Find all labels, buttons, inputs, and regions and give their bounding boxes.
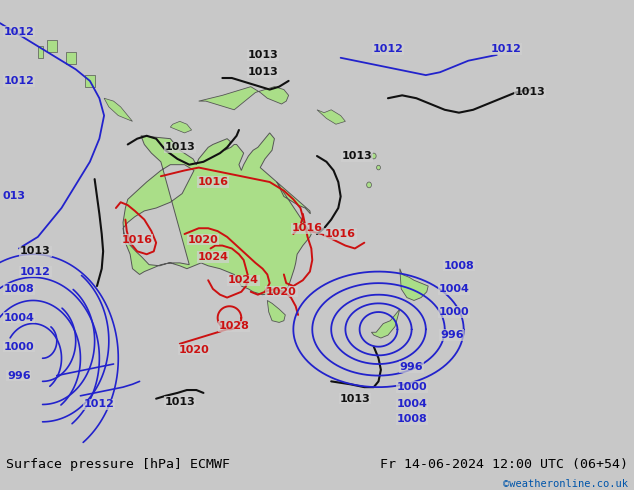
Text: 1013: 1013 [515,87,545,98]
Text: 1020: 1020 [188,235,219,245]
Text: Surface pressure [hPa] ECMWF: Surface pressure [hPa] ECMWF [6,459,230,471]
Polygon shape [123,133,311,294]
Text: 1013: 1013 [20,246,51,256]
Text: 1016: 1016 [325,229,356,239]
Text: 1016: 1016 [292,223,323,233]
Text: 1024: 1024 [197,252,228,262]
Polygon shape [104,98,133,122]
Text: 1020: 1020 [179,344,209,355]
Text: 1012: 1012 [4,76,34,86]
Polygon shape [198,87,288,110]
Text: 1008: 1008 [444,261,474,271]
Circle shape [366,182,372,188]
Circle shape [377,165,380,170]
Text: 1020: 1020 [266,287,297,297]
Polygon shape [85,75,94,87]
Text: 1013: 1013 [247,67,278,77]
Text: 1012: 1012 [4,27,34,37]
Polygon shape [48,41,57,52]
Text: ©weatheronline.co.uk: ©weatheronline.co.uk [503,479,628,489]
Text: 1004: 1004 [4,313,34,323]
Text: 1013: 1013 [339,393,370,404]
Text: 1000: 1000 [4,342,34,352]
Polygon shape [66,52,75,64]
Text: 996: 996 [7,370,30,381]
Text: 1028: 1028 [219,321,250,331]
Polygon shape [268,300,285,322]
Text: 1004: 1004 [439,284,470,294]
Text: 1013: 1013 [164,396,195,407]
Text: 1008: 1008 [396,414,427,424]
Text: 1016: 1016 [197,177,228,187]
Polygon shape [372,309,400,338]
Text: 996: 996 [440,330,463,340]
Text: 013: 013 [3,192,25,201]
Text: Fr 14-06-2024 12:00 UTC (06+54): Fr 14-06-2024 12:00 UTC (06+54) [380,459,628,471]
Text: 1008: 1008 [4,284,34,294]
Text: 996: 996 [400,362,424,372]
Text: 1000: 1000 [439,307,470,317]
Circle shape [372,153,376,159]
Text: 1013: 1013 [247,50,278,60]
Text: 1012: 1012 [84,399,115,410]
Polygon shape [38,46,42,58]
Text: 1024: 1024 [228,275,259,285]
Text: 1012: 1012 [373,44,403,54]
Text: 1013: 1013 [342,151,373,161]
Polygon shape [400,269,428,300]
Text: 1000: 1000 [396,382,427,392]
Text: 1013: 1013 [164,142,195,152]
Text: 1004: 1004 [396,399,427,410]
Text: 1012: 1012 [20,267,51,276]
Polygon shape [171,122,191,133]
Polygon shape [317,110,346,124]
Text: 1016: 1016 [122,235,153,245]
Text: 1012: 1012 [491,44,522,54]
